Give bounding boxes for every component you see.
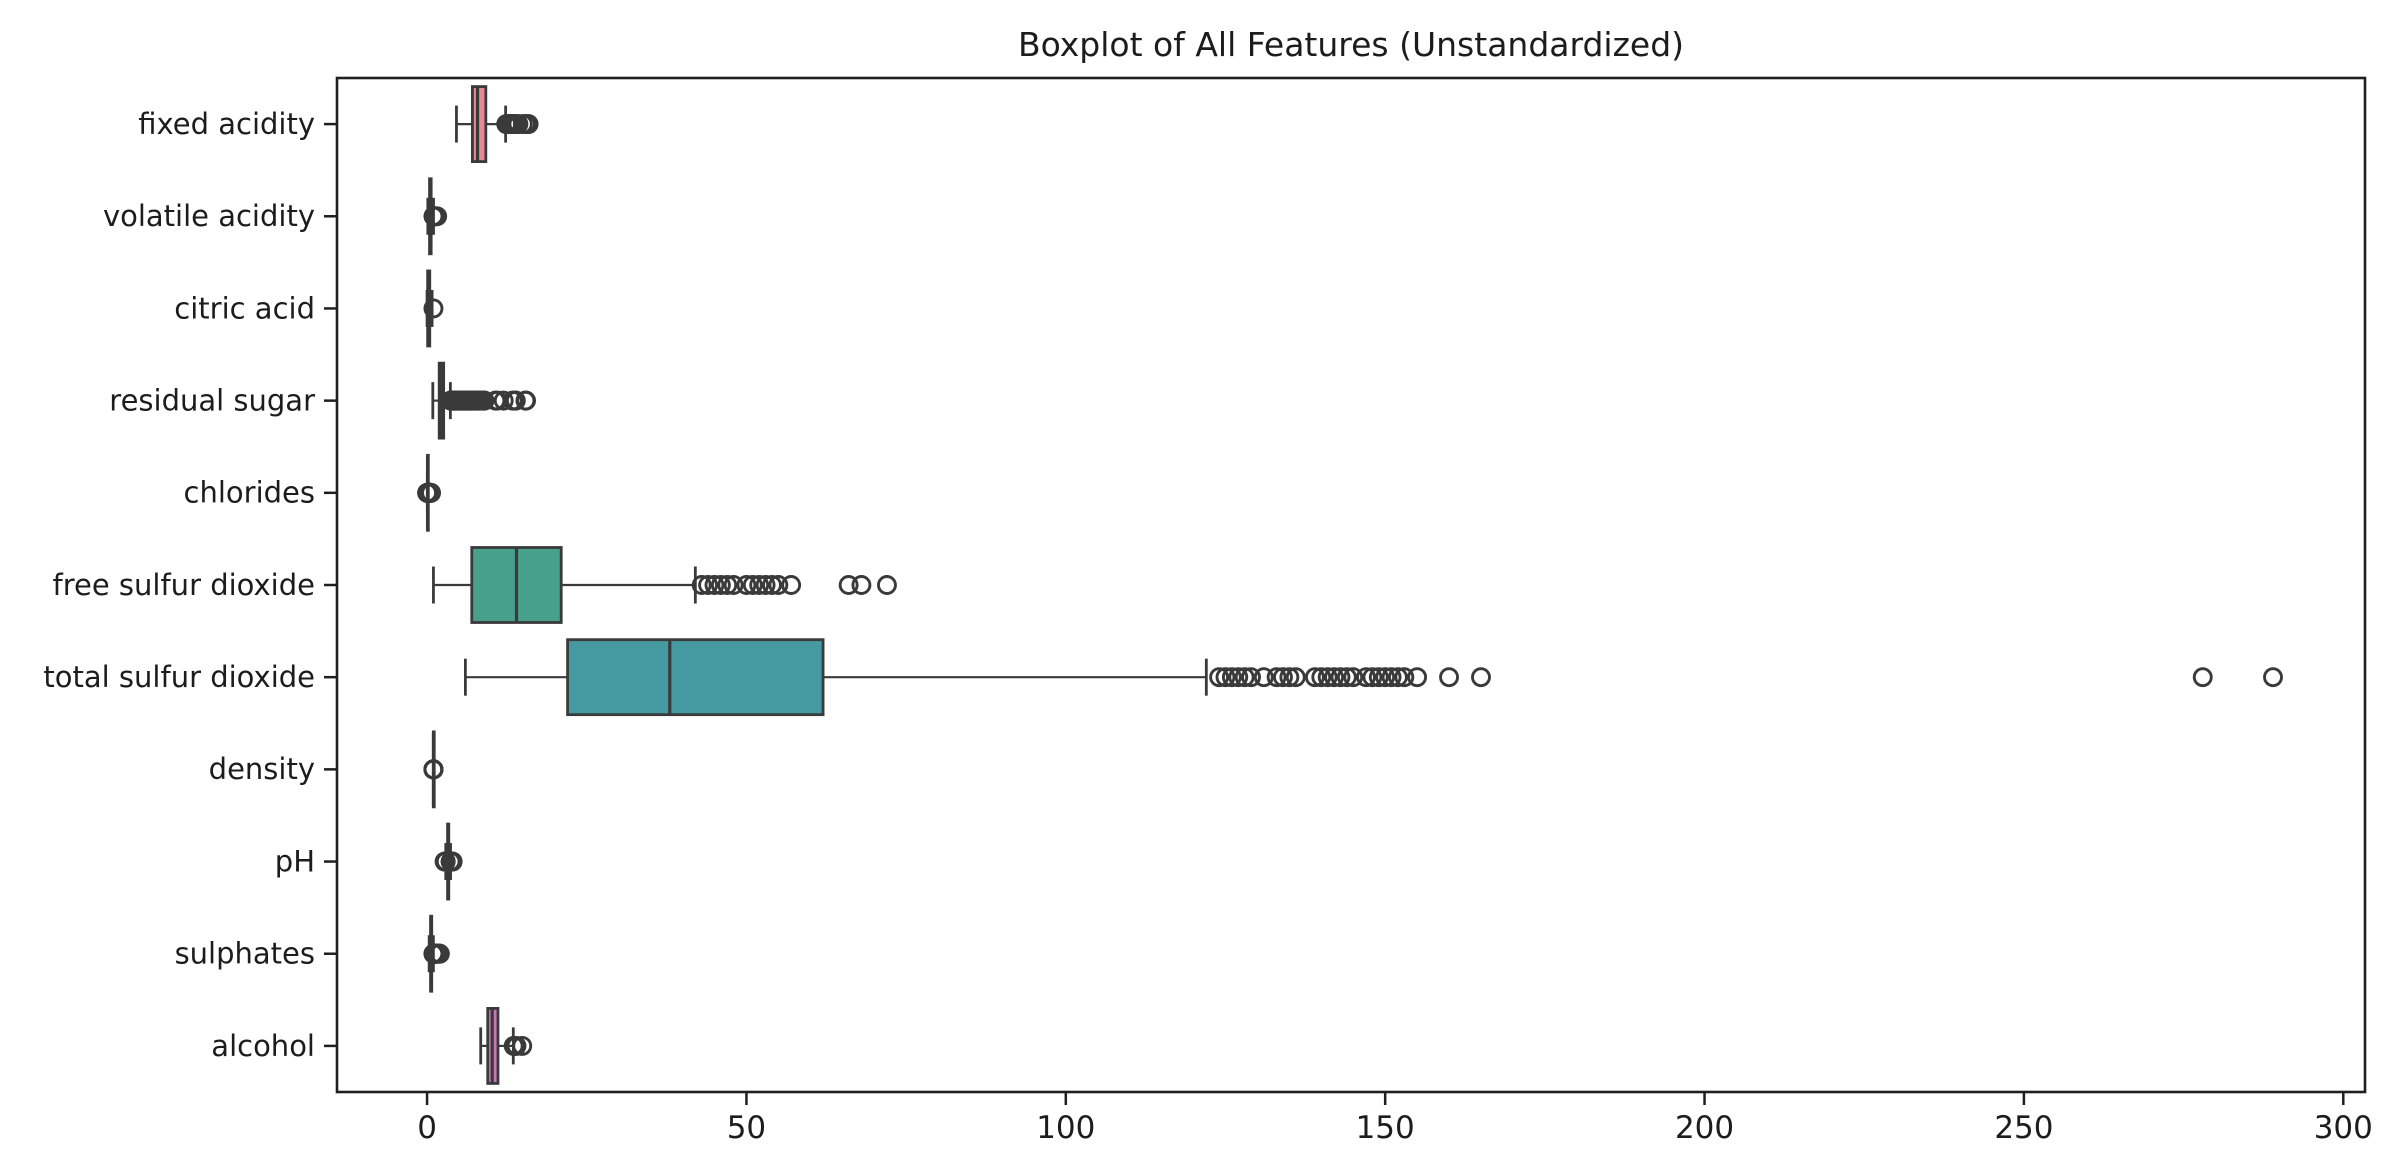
- outlier-point: [717, 575, 738, 595]
- outlier-point: [1228, 667, 1249, 688]
- outlier-point: [1266, 667, 1287, 688]
- outlier-point: [518, 114, 539, 135]
- boxplot-row-citric-acid: citric acid: [174, 269, 444, 348]
- outlier-point: [1343, 667, 1364, 688]
- chart-title: Boxplot of All Features (Unstandardized): [1017, 25, 1685, 64]
- outlier-point: [1253, 667, 1274, 688]
- outlier-point: [1387, 667, 1408, 688]
- x-tick-label: 200: [1675, 1110, 1734, 1146]
- y-tick-label-ph: pH: [275, 844, 315, 878]
- outlier-point: [710, 575, 731, 595]
- outlier-point: [838, 575, 859, 595]
- outlier-point: [442, 851, 463, 872]
- outlier-point: [1273, 667, 1293, 688]
- boxplot-row-total-sulfur-dioxide: total sulfur dioxide: [43, 638, 2283, 717]
- outlier-point: [768, 575, 789, 595]
- outlier-point: [1285, 667, 1306, 688]
- outlier-point: [1407, 667, 1428, 688]
- y-tick-label-alcohol: alcohol: [211, 1029, 315, 1063]
- x-tick-label: 50: [727, 1110, 766, 1146]
- outlier-point: [1324, 667, 1345, 688]
- outlier-point: [423, 759, 444, 780]
- boxplot-row-chlorides: chlorides: [184, 453, 441, 532]
- outlier-point: [698, 575, 719, 595]
- outlier-point: [2192, 667, 2213, 688]
- outlier-point: [1381, 667, 1402, 688]
- y-tick-label-residual-sugar: residual sugar: [109, 383, 315, 417]
- outlier-point: [2263, 667, 2283, 688]
- outlier-point: [1394, 667, 1415, 688]
- outlier-point: [723, 575, 744, 595]
- x-tick-label: 150: [1356, 1110, 1415, 1146]
- y-tick-label-free-sulfur-dioxide: free sulfur dioxide: [53, 568, 315, 602]
- outlier-point: [427, 206, 448, 227]
- outlier-point: [429, 943, 450, 964]
- y-tick-label-total-sulfur-dioxide: total sulfur dioxide: [43, 660, 315, 694]
- outlier-point: [1336, 667, 1357, 688]
- outlier-point: [736, 575, 757, 595]
- boxplot-row-fixed-acidity: fixed acidity: [138, 85, 539, 163]
- y-tick-label-chlorides: chlorides: [184, 476, 315, 510]
- boxplot-row-free-sulfur-dioxide: free sulfur dioxide: [53, 546, 897, 624]
- y-tick-label-sulphates: sulphates: [175, 937, 315, 971]
- outlier-point: [421, 482, 441, 503]
- outlier-point: [1317, 667, 1338, 688]
- outlier-point: [505, 390, 526, 411]
- x-tick-label: 0: [417, 1110, 437, 1146]
- outlier-point: [1209, 667, 1230, 688]
- outlier-point: [1221, 667, 1242, 688]
- x-tick-label: 300: [2314, 1110, 2373, 1146]
- outlier-point: [1304, 667, 1325, 688]
- y-tick-label-citric-acid: citric acid: [174, 291, 315, 325]
- outlier-point: [781, 575, 802, 595]
- x-axis: 0 50 100 150 200 250 300: [417, 1092, 2373, 1146]
- outlier-point: [762, 575, 782, 595]
- outlier-point: [1368, 667, 1389, 688]
- outlier-point: [851, 575, 872, 595]
- outlier-point: [691, 575, 712, 595]
- boxplot-row-sulphates: sulphates: [175, 914, 450, 993]
- y-tick-label-volatile-acidity: volatile acidity: [103, 199, 315, 233]
- outlier-point: [1234, 667, 1255, 688]
- y-tick-label-density: density: [209, 752, 315, 786]
- boxplot-row-alcohol: alcohol: [211, 1007, 533, 1085]
- outlier-point: [474, 390, 495, 411]
- outlier-point: [877, 575, 897, 595]
- outlier-point: [1215, 667, 1236, 688]
- outlier-point: [512, 1035, 533, 1056]
- y-tick-label-fixed-acidity: fixed acidity: [138, 107, 315, 141]
- outlier-point: [1375, 667, 1396, 688]
- outlier-point: [1311, 667, 1332, 688]
- boxplot-row-volatile-acidity: volatile acidity: [103, 177, 448, 256]
- outlier-point: [1279, 667, 1300, 688]
- boxplot-row-ph: pH: [275, 822, 463, 901]
- outlier-point: [1241, 667, 1261, 688]
- outlier-point: [1356, 667, 1376, 688]
- outlier-point: [755, 575, 776, 595]
- outlier-point: [516, 390, 537, 411]
- x-tick-label: 100: [1036, 1110, 1095, 1146]
- outlier-point: [742, 575, 763, 595]
- outlier-point: [1439, 667, 1459, 688]
- boxplot-row-residual-sugar: residual sugar: [109, 361, 537, 440]
- outlier-point: [506, 1035, 527, 1056]
- outlier-point: [1362, 667, 1383, 688]
- box-total-sulfur-dioxide: [566, 638, 825, 717]
- boxplot-row-density: density: [209, 730, 444, 809]
- outlier-point: [749, 575, 770, 595]
- outlier-point: [1330, 667, 1351, 688]
- outlier-point: [704, 575, 725, 595]
- outlier-point: [493, 390, 514, 411]
- outlier-point: [423, 298, 444, 319]
- x-tick-label: 250: [1994, 1110, 2053, 1146]
- outlier-point: [1471, 667, 1491, 688]
